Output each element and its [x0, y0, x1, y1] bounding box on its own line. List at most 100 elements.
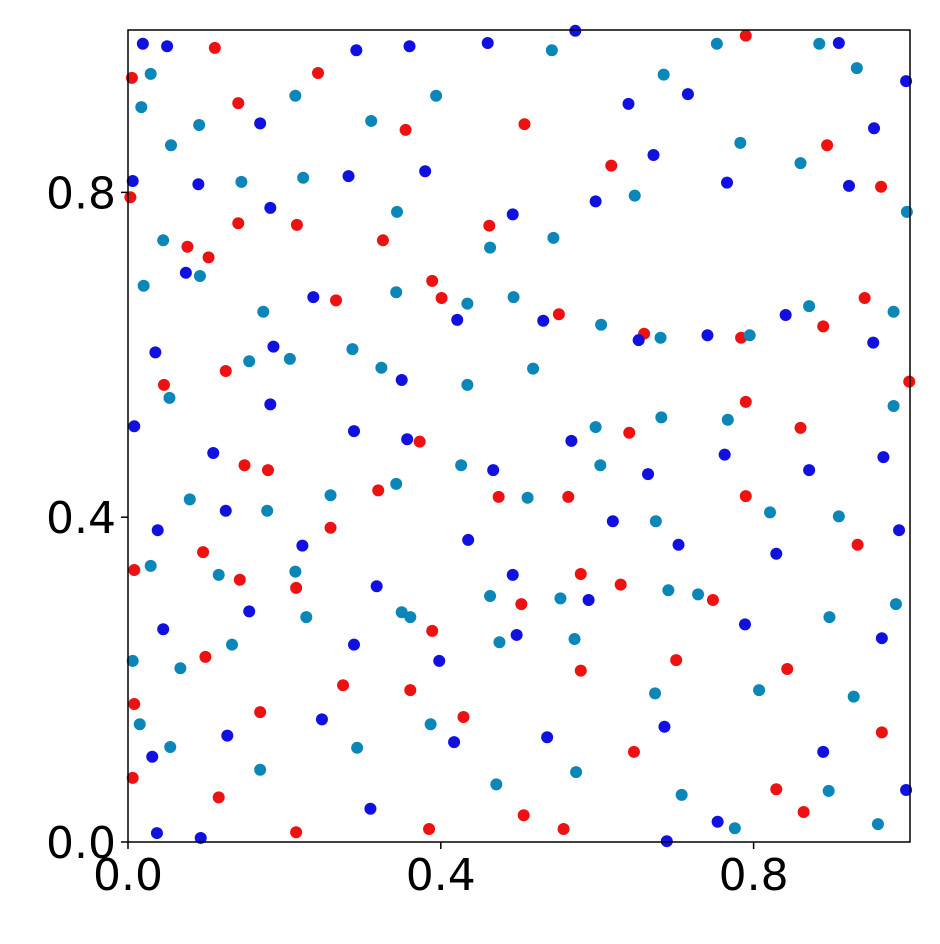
point	[199, 650, 212, 663]
point	[871, 818, 884, 831]
point	[126, 175, 139, 188]
point	[521, 491, 534, 504]
point	[487, 464, 500, 477]
point	[850, 62, 863, 75]
point	[527, 362, 540, 375]
point	[202, 251, 215, 264]
point	[900, 784, 913, 797]
point	[889, 598, 902, 611]
point	[128, 563, 141, 576]
point	[779, 309, 792, 322]
point	[518, 118, 531, 131]
point	[125, 71, 138, 84]
point	[254, 763, 267, 776]
point	[718, 448, 731, 461]
point	[312, 67, 325, 80]
point	[710, 37, 723, 50]
point	[903, 375, 916, 388]
point	[738, 618, 751, 631]
point	[461, 378, 474, 391]
point	[297, 171, 310, 184]
point	[307, 291, 320, 304]
point	[657, 68, 670, 81]
point	[734, 136, 747, 149]
point	[208, 41, 221, 54]
point	[662, 584, 675, 597]
point	[370, 580, 383, 593]
point	[649, 515, 662, 528]
point	[157, 234, 170, 247]
point	[614, 578, 627, 591]
point	[843, 179, 856, 192]
point	[232, 97, 245, 110]
point	[233, 573, 246, 586]
point	[150, 827, 163, 840]
point	[290, 218, 303, 231]
point	[324, 489, 337, 502]
point	[197, 546, 210, 559]
point	[289, 565, 302, 578]
point	[135, 101, 148, 114]
point	[419, 165, 432, 178]
x-tick-label: 0.4	[406, 850, 476, 901]
point	[887, 399, 900, 412]
point	[448, 736, 461, 749]
point	[183, 493, 196, 506]
point	[375, 361, 388, 374]
point	[212, 791, 225, 804]
y-tick-label: 0.4	[46, 493, 116, 544]
point	[433, 654, 446, 667]
point	[753, 684, 766, 697]
point	[721, 176, 734, 189]
point	[192, 178, 205, 191]
point	[289, 89, 302, 102]
y-tick-label: 0.8	[46, 168, 116, 219]
point	[851, 538, 864, 551]
plot-frame	[127, 29, 911, 843]
point	[562, 490, 575, 503]
point	[264, 201, 277, 214]
point	[582, 594, 595, 607]
point	[670, 654, 683, 667]
point	[261, 504, 274, 517]
point	[628, 189, 641, 202]
point	[254, 706, 267, 719]
point	[887, 305, 900, 318]
point	[257, 305, 270, 318]
point	[161, 40, 174, 53]
point	[770, 783, 783, 796]
point	[570, 766, 583, 779]
point	[365, 114, 378, 127]
point	[875, 632, 888, 645]
point	[490, 778, 503, 791]
point	[821, 139, 834, 152]
point	[655, 411, 668, 424]
point	[569, 24, 582, 37]
point	[658, 720, 671, 733]
point	[157, 378, 170, 391]
point	[423, 823, 436, 836]
point	[858, 291, 871, 304]
point	[739, 490, 752, 503]
point	[128, 697, 141, 710]
point	[823, 611, 836, 624]
point	[395, 606, 408, 619]
point	[817, 320, 830, 333]
point	[797, 805, 810, 818]
point	[481, 36, 494, 49]
point	[399, 123, 412, 136]
point	[164, 740, 177, 753]
point	[545, 44, 558, 57]
x-tick-label: 0.0	[93, 850, 163, 901]
point	[875, 726, 888, 739]
point	[376, 234, 389, 247]
point	[632, 334, 645, 347]
point	[254, 117, 267, 130]
point	[574, 664, 587, 677]
point	[179, 266, 192, 279]
point	[517, 809, 530, 822]
point	[457, 710, 470, 723]
point	[877, 451, 890, 464]
point	[627, 745, 640, 758]
point	[347, 425, 360, 438]
